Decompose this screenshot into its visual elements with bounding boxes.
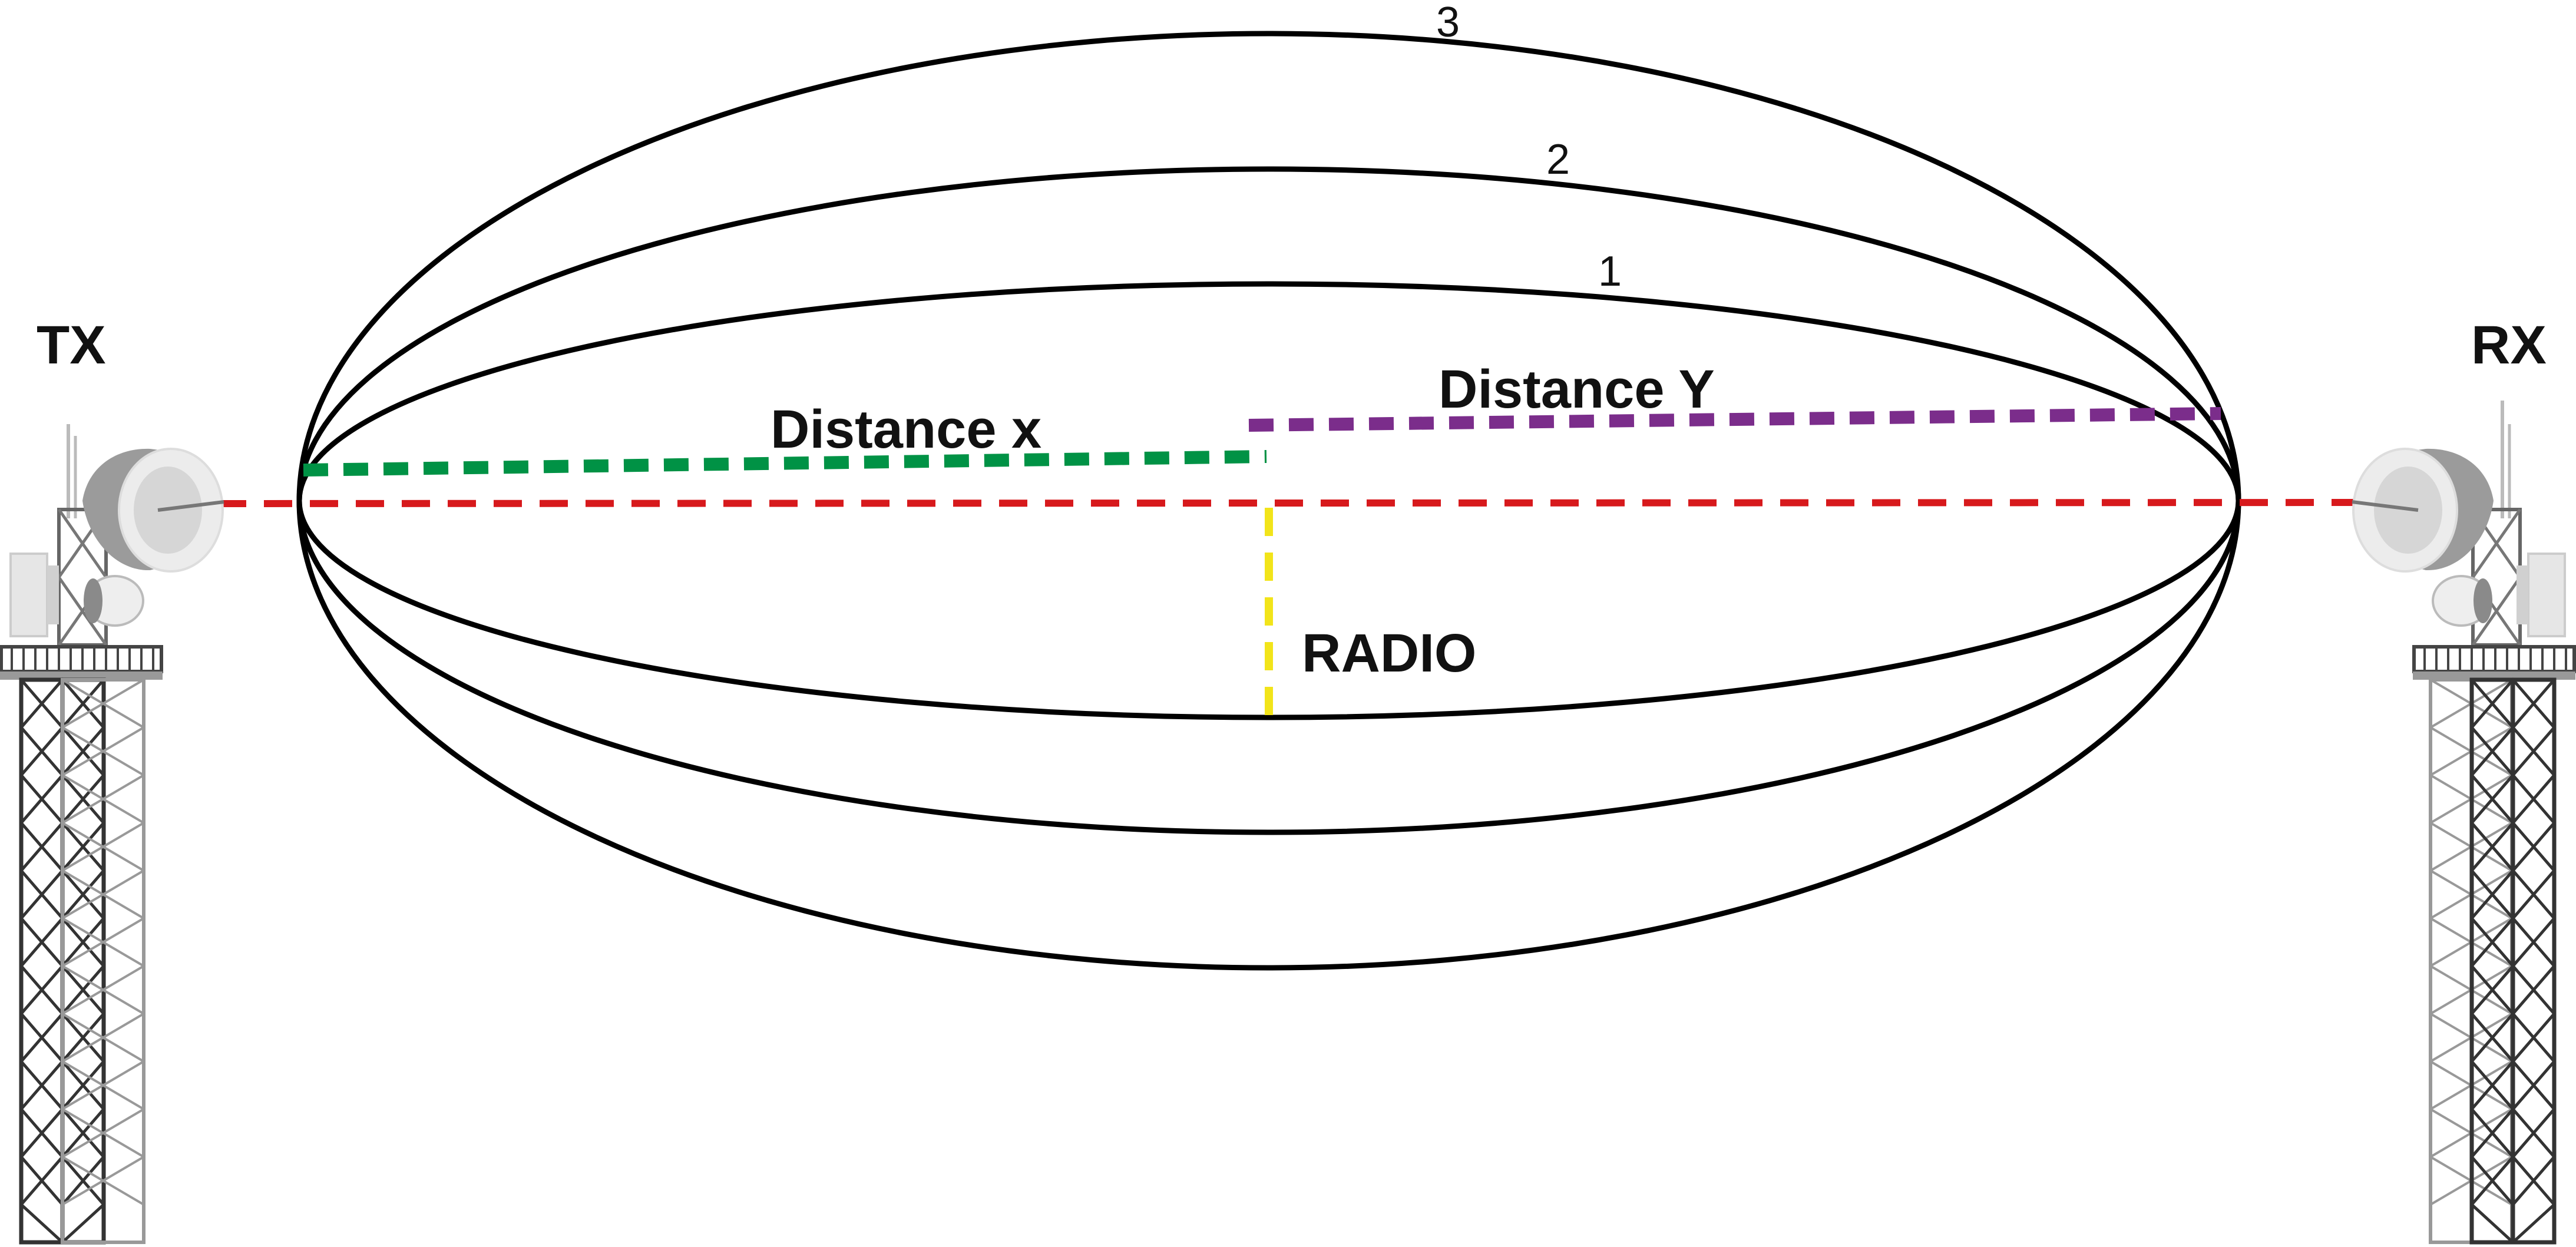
tx-dish-icon — [82, 448, 224, 573]
tx-label: TX — [37, 315, 106, 375]
distance-x-label: Distance x — [771, 399, 1041, 459]
tx-tower — [0, 424, 224, 1245]
line-of-sight — [217, 499, 2357, 507]
rx-tower-icon — [2412, 401, 2576, 1245]
distance-y-label: Distance Y — [1439, 359, 1715, 419]
zone-3-label: 3 — [1436, 0, 1460, 46]
fresnel-ellipses — [296, 31, 2241, 971]
rx-tower — [2352, 401, 2576, 1245]
radius-label: RADIO — [1302, 623, 1476, 683]
fresnel-zone-1 — [296, 281, 2241, 720]
rx-dish-icon — [2352, 448, 2494, 573]
rx-label: RX — [2471, 315, 2547, 375]
distance-x-line — [303, 450, 1267, 477]
zone-1-label: 1 — [1598, 248, 1622, 295]
distance-y-line — [1248, 407, 2221, 432]
zone-2-label: 2 — [1546, 136, 1570, 183]
tx-tower-icon — [0, 424, 163, 1245]
